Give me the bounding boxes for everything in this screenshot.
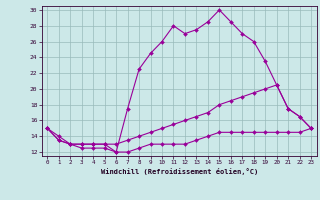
X-axis label: Windchill (Refroidissement éolien,°C): Windchill (Refroidissement éolien,°C) [100,168,258,175]
